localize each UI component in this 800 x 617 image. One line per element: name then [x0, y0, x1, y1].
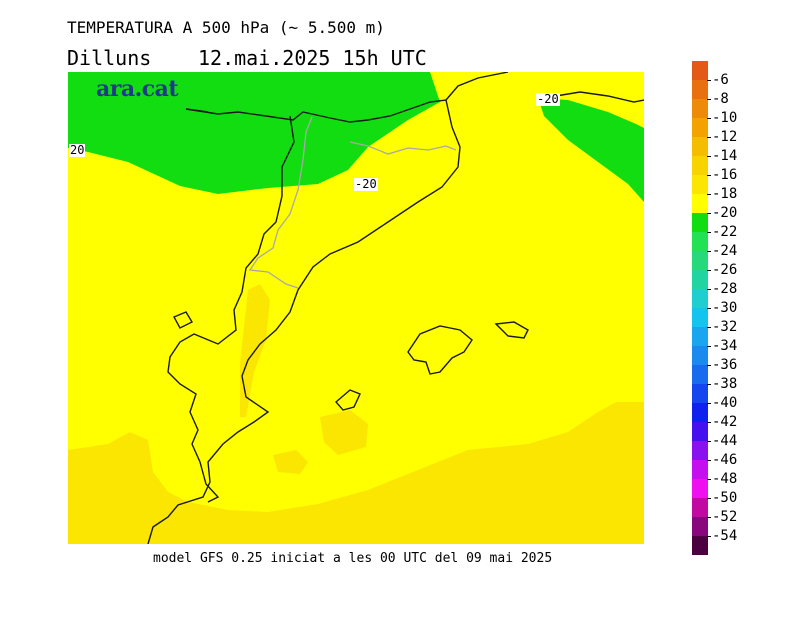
field-south-band [68, 402, 644, 544]
contour-label: 20 [69, 143, 86, 157]
legend-tick-label: -18 [706, 187, 737, 201]
legend-swatch [692, 498, 708, 517]
legend-swatch [692, 517, 708, 536]
legend-swatch [692, 213, 708, 232]
legend-tick-label: -24 [706, 244, 737, 258]
field-small-patch [273, 450, 308, 474]
legend-tick-label: -48 [706, 472, 737, 486]
coastlines [147, 72, 644, 544]
legend-swatch [692, 270, 708, 289]
coastline-interior [167, 108, 295, 503]
color-legend [692, 61, 708, 555]
model-info: model GFS 0.25 iniciat a les 00 UTC del … [153, 551, 553, 566]
legend-swatch [692, 118, 708, 137]
forecast-datetime: 12.mai.2025 15h UTC [198, 46, 427, 70]
legend-swatch [692, 441, 708, 460]
field-north-green [68, 72, 440, 194]
legend-swatch [692, 308, 708, 327]
legend-swatch [692, 61, 708, 80]
legend-swatch [692, 346, 708, 365]
legend-swatch [692, 251, 708, 270]
legend-tick-label: -26 [706, 263, 737, 277]
legend-swatch [692, 232, 708, 251]
legend-swatch [692, 536, 708, 555]
island-mallorca [407, 325, 473, 375]
forecast-day: Dilluns [67, 46, 152, 70]
island-ibiza [335, 389, 361, 411]
island-menorca [494, 321, 529, 339]
legend-tick-label: -10 [706, 111, 737, 125]
legend-tick-label: -6 [707, 73, 729, 87]
legend-tick-label: -44 [706, 434, 737, 448]
contour-label: -20 [354, 177, 378, 191]
legend-tick-label: -34 [706, 339, 737, 353]
legend-tick-label: -16 [706, 168, 737, 182]
legend-swatch [692, 99, 708, 118]
legend-tick-label: -42 [706, 415, 737, 429]
coastline-iberia [147, 99, 461, 544]
legend-tick-label: -38 [706, 377, 737, 391]
legend-tick-label: -20 [706, 206, 737, 220]
field-northeast-green [538, 98, 644, 202]
legend-tick-label: -36 [706, 358, 737, 372]
legend-tick-label: -54 [706, 529, 737, 543]
legend-swatch [692, 479, 708, 498]
legend-swatch [692, 289, 708, 308]
legend-tick-label: -40 [706, 396, 737, 410]
legend-tick-label: -8 [707, 92, 729, 106]
legend-swatch [692, 365, 708, 384]
legend-tick-label: -14 [706, 149, 737, 163]
coastline-northeast [543, 91, 644, 103]
coastline-pyrenees-east [445, 72, 509, 101]
legend-swatch [692, 137, 708, 156]
ara-logo: ara.cat [96, 76, 179, 102]
map-title: TEMPERATURA A 500 hPa (~ 5.500 m) [67, 18, 385, 37]
legend-tick-label: -22 [706, 225, 737, 239]
field-island-patch [320, 410, 368, 455]
legend-swatch [692, 327, 708, 346]
legend-swatch [692, 156, 708, 175]
legend-tick-label: -46 [706, 453, 737, 467]
legend-swatch [692, 422, 708, 441]
borders [248, 116, 457, 289]
legend-swatch [692, 384, 708, 403]
legend-swatch [692, 175, 708, 194]
legend-tick-label: -32 [706, 320, 737, 334]
legend-tick-label: -52 [706, 510, 737, 524]
legend-swatch [692, 80, 708, 99]
border-andorra-france [349, 141, 457, 155]
coastline-iberia-west [173, 311, 193, 329]
border-aragon-catalonia [248, 116, 313, 289]
temperature-map [68, 72, 644, 544]
legend-swatch [692, 460, 708, 479]
legend-tick-label: -12 [706, 130, 737, 144]
legend-tick-label: -28 [706, 282, 737, 296]
legend-tick-label: -30 [706, 301, 737, 315]
contour-label: -20 [536, 92, 560, 106]
legend-swatch [692, 194, 708, 213]
legend-tick-label: -50 [706, 491, 737, 505]
legend-swatch [692, 403, 708, 422]
